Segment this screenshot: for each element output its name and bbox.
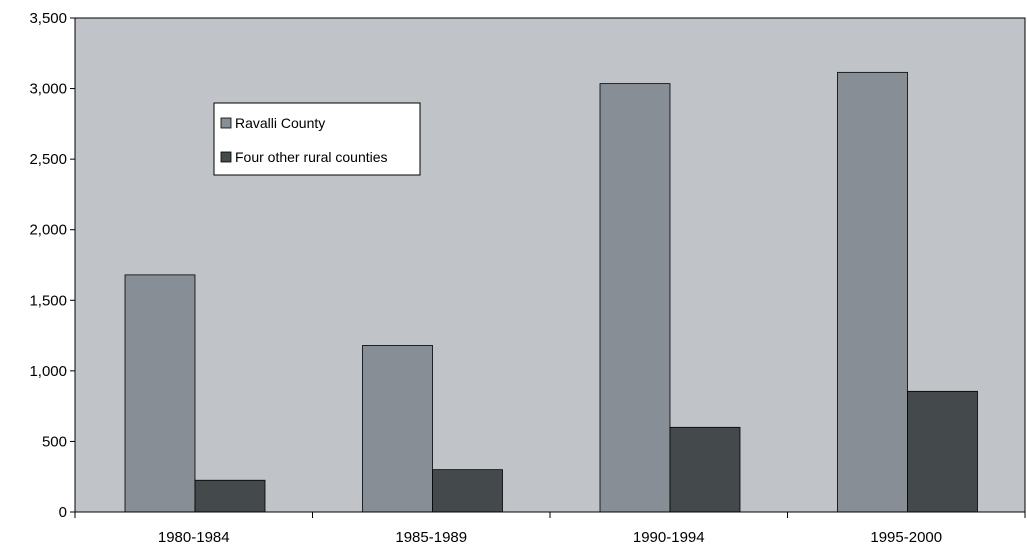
- y-tick-label: 1,500: [29, 292, 67, 309]
- bar-series-1-1995-2000: [907, 390, 978, 513]
- legend-label-four-rural: Four other rural counties: [235, 149, 388, 165]
- y-tick-label: 500: [42, 433, 67, 450]
- x-category-label: 1990-1994: [633, 529, 705, 546]
- y-tick-label: 3,000: [29, 81, 67, 98]
- legend-swatch-ravalli: [220, 117, 232, 129]
- bar-series-0-1980-1984: [124, 274, 196, 513]
- legend-swatch-four-rural: [220, 151, 232, 163]
- bar-series-0-1995-2000: [837, 71, 908, 513]
- x-axis: 1980-1984 1985-1989 1990-1994 1995-2000: [74, 511, 1026, 546]
- y-axis: 0 500 1,000 1,500 2,000 2,500 3,000 3,500: [29, 10, 76, 521]
- bar-series-1-1985-1989: [432, 469, 503, 513]
- bars-group: [124, 71, 978, 513]
- x-category-label: 1985-1989: [395, 529, 467, 546]
- legend-label-ravalli: Ravalli County: [235, 115, 325, 131]
- bar-series-0-1990-1994: [599, 83, 671, 513]
- y-tick-label: 0: [59, 504, 67, 521]
- y-tick-label: 2,000: [29, 222, 67, 239]
- bar-series-0-1985-1989: [362, 345, 433, 513]
- legend: Ravalli County Four other rural counties: [213, 102, 421, 176]
- y-tick-label: 1,000: [29, 363, 67, 380]
- bar-series-1-1990-1994: [669, 426, 741, 513]
- bar-series-1-1980-1984: [194, 479, 266, 513]
- x-category-label: 1980-1984: [158, 529, 230, 546]
- y-tick-label: 2,500: [29, 151, 67, 168]
- legend-box: [213, 102, 421, 176]
- x-category-label: 1995-2000: [870, 529, 942, 546]
- y-tick-label: 3,500: [29, 10, 67, 27]
